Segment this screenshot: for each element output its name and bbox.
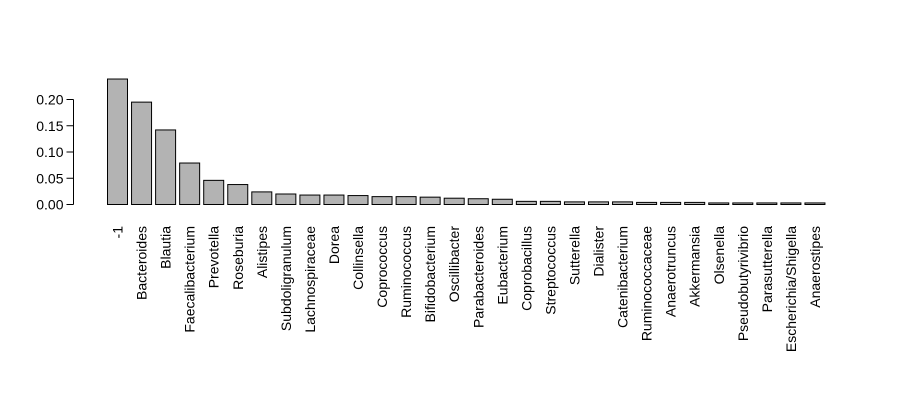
x-tick-label: Dialister (591, 226, 607, 277)
y-tick-label: 0.20 (36, 92, 63, 108)
x-tick-label: Catenibacterium (615, 226, 631, 328)
x-tick-label: Coprococcus (374, 226, 390, 308)
bar (371, 196, 393, 205)
y-tick-label: 0.00 (36, 197, 63, 213)
bar (251, 191, 273, 205)
x-tick-label: Ruminococcus (398, 226, 414, 318)
bar (612, 201, 634, 205)
bar (660, 201, 682, 205)
bar (131, 101, 153, 205)
x-tick-label: Bifidobacterium (422, 226, 438, 323)
x-tick-label: -1 (110, 226, 126, 239)
bar (539, 200, 561, 206)
bar (443, 197, 465, 205)
x-tick-label: Eubacterium (494, 226, 510, 305)
x-tick-label: Escherichia/Shigella (783, 226, 799, 352)
x-tick-label: Ruminococcaceae (639, 226, 655, 341)
x-tick-label: Oscillibacter (446, 226, 462, 303)
bar (636, 201, 658, 205)
x-tick-label: Olsenella (711, 226, 727, 285)
y-tick-label: 0.10 (36, 144, 63, 160)
bar (780, 202, 802, 206)
bar (203, 179, 225, 206)
bar (419, 196, 441, 205)
bar (107, 78, 128, 205)
bar (684, 201, 706, 205)
x-tick-label: Alistipes (254, 226, 270, 278)
x-tick-label: Subdoligranulum (278, 226, 294, 331)
bar (756, 202, 778, 206)
bar (395, 196, 417, 205)
x-tick-label: Parabacteroides (470, 226, 486, 328)
bar (467, 198, 489, 206)
bar (588, 201, 609, 205)
bar (275, 193, 297, 205)
bar (515, 200, 537, 206)
bar (804, 202, 826, 206)
x-tick-label: Akkermansia (687, 226, 703, 307)
y-tick-label: 0.15 (36, 118, 63, 134)
x-tick-label: Coprobacillus (518, 226, 534, 311)
x-tick-label: Parasutterella (759, 226, 775, 313)
x-tick-label: Bacteroides (134, 226, 150, 300)
x-tick-label: Roseburia (230, 226, 246, 290)
y-tick-label: 0.05 (36, 170, 63, 186)
bar (299, 194, 321, 206)
x-tick-label: Blautia (158, 226, 174, 269)
x-tick-label: Lachnospiraceae (302, 226, 318, 333)
bar (179, 162, 201, 205)
x-tick-label: Pseudobutyrivibrio (735, 226, 751, 341)
x-tick-label: Sutterella (566, 226, 582, 285)
x-tick-label: Collinsella (350, 226, 366, 290)
bar (708, 202, 730, 206)
bar (347, 195, 369, 205)
bar (563, 201, 585, 205)
bar (323, 194, 345, 206)
x-axis-labels: -1 Bacteroides Blautia Faecalibacterium Prev… (110, 226, 823, 352)
bar (732, 202, 754, 206)
bars (107, 78, 826, 206)
x-tick-label: Streptococcus (542, 226, 558, 315)
x-tick-label: Anaerotruncus (663, 226, 679, 317)
bar (491, 198, 513, 205)
x-tick-label: Prevotella (206, 226, 222, 288)
bar (227, 184, 249, 206)
x-tick-label: Dorea (326, 226, 342, 264)
bar (155, 129, 177, 205)
y-axis: 0.00 0.05 0.10 0.15 0.20 (36, 92, 74, 213)
x-tick-label: Anaerostipes (807, 226, 823, 308)
x-tick-label: Faecalibacterium (182, 226, 198, 333)
